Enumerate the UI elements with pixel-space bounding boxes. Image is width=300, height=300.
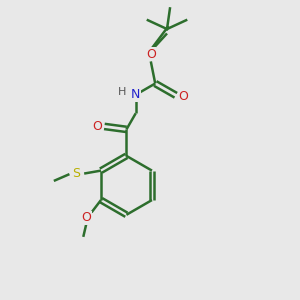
Text: S: S [72,167,80,180]
Text: O: O [81,211,91,224]
Text: O: O [178,90,188,103]
Text: O: O [92,120,102,133]
Text: O: O [146,48,156,61]
Text: H: H [118,87,127,98]
Text: N: N [131,88,140,101]
